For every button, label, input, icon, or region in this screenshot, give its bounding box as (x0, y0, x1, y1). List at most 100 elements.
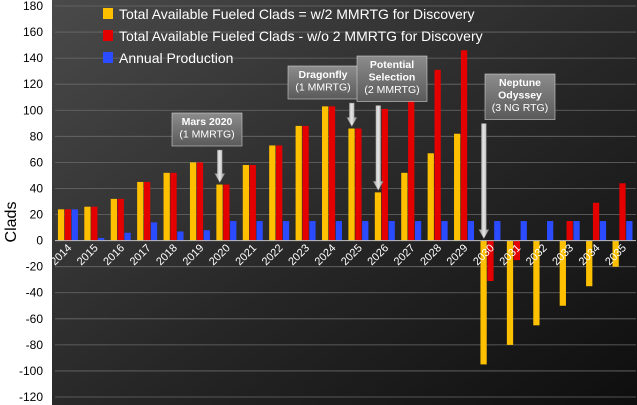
y-axis-label: Clads (3, 202, 20, 243)
annotation-arrow (372, 105, 384, 191)
y-tick-label: 60 (30, 155, 44, 169)
bar-2-2023 (302, 125, 309, 241)
bar-1-2022 (269, 145, 276, 241)
annotation-text: (2 MMRTG) (364, 84, 419, 96)
annotation-box (356, 55, 428, 102)
bar-3-2031 (520, 221, 527, 241)
bar-3-2022 (282, 221, 290, 241)
y-tick-label: 80 (30, 129, 44, 143)
bar-1-2028 (427, 153, 434, 241)
bar-2-2034 (592, 202, 600, 241)
bar-2-2029 (460, 50, 468, 241)
bar-3-2033 (573, 221, 580, 241)
y-tick-label: 100 (23, 103, 43, 117)
annotation-text: Selection (369, 72, 416, 84)
bar-1-2034 (586, 240, 593, 287)
annotation-text: (1 MMRTG) (179, 129, 234, 141)
y-tick-label: 180 (23, 0, 43, 13)
annotation-arrow (214, 149, 226, 184)
legend-swatch-1 (103, 8, 113, 19)
annotation-text: Potential (370, 59, 414, 71)
bar-1-2021 (242, 165, 250, 241)
bar-3-2015 (98, 237, 105, 241)
bar-2-2022 (276, 145, 283, 241)
bar-2-2030 (487, 240, 494, 281)
bar-1-2032 (533, 240, 540, 326)
y-tick-label: -60 (26, 312, 44, 326)
bar-3-2018 (177, 231, 184, 241)
bar-2-2027 (408, 89, 415, 241)
bar-1-2030 (480, 240, 487, 365)
y-tick-label: 0 (36, 234, 43, 248)
bar-1-2017 (137, 181, 144, 241)
annotation-arrow (346, 102, 358, 128)
bar-2-2017 (144, 181, 151, 241)
annotation-arrow (478, 123, 490, 240)
bar-1-2033 (559, 240, 566, 306)
bar-2-2035 (619, 183, 626, 241)
bar-3-2014 (71, 209, 78, 241)
annotation-text: Dragonfly (298, 69, 347, 81)
annotation-text: Mars 2020 (182, 116, 233, 128)
bar-2-2033 (566, 221, 573, 241)
annotation-text: (1 MMRTG) (295, 82, 350, 94)
annotation-text: Odyssey (498, 90, 542, 102)
y-tick-label: 160 (23, 25, 43, 39)
bar-1-2015 (84, 206, 91, 241)
y-tick-label: 20 (30, 208, 44, 222)
y-tick-label: 120 (23, 77, 43, 91)
legend-entry-1: Total Available Fueled Clads = w/2 MMRTG… (119, 6, 474, 22)
bar-3-2029 (467, 221, 475, 241)
bar-2-2028 (434, 69, 441, 241)
bar-3-2026 (388, 221, 395, 241)
bar-3-2021 (256, 221, 263, 241)
bar-1-2018 (163, 172, 170, 241)
bar-3-2027 (414, 221, 422, 241)
legend-swatch-2 (103, 30, 113, 41)
bar-1-2014 (57, 209, 65, 241)
bar-1-2027 (401, 172, 408, 241)
bar-2-2026 (381, 108, 388, 241)
bar-3-2034 (599, 221, 607, 241)
y-tick-label: -80 (26, 338, 44, 352)
bar-2-2015 (91, 206, 98, 241)
bar-3-2023 (309, 221, 316, 241)
bar-1-2019 (189, 162, 197, 241)
bar-2-2019 (196, 162, 204, 241)
annotation-box (171, 112, 243, 147)
legend-entry-3: Annual Production (119, 50, 233, 66)
bar-2-2031 (513, 240, 520, 261)
bar-3-2020 (230, 221, 237, 241)
bar-2-2016 (117, 198, 124, 241)
y-tick-label: -40 (26, 286, 44, 300)
bar-1-2035 (612, 240, 619, 267)
bar-1-2016 (110, 198, 117, 241)
bar-2-2024 (328, 106, 336, 241)
bar-3-2024 (335, 221, 342, 241)
annotation-box (287, 65, 359, 100)
bar-2-2025 (355, 128, 362, 241)
bar-2-2018 (170, 172, 177, 241)
bar-3-2017 (150, 222, 158, 241)
bar-1-2020 (216, 184, 223, 241)
bar-1-2025 (348, 128, 355, 241)
bar-3-2025 (362, 221, 369, 241)
bar-3-2019 (203, 230, 210, 241)
annotation-text: (3 NG RTG) (492, 102, 548, 114)
bar-2-2020 (223, 184, 230, 241)
bar-3-2028 (441, 221, 448, 241)
y-tick-label: -120 (19, 390, 43, 404)
y-tick-label: -20 (26, 260, 44, 274)
bar-1-2023 (295, 125, 302, 241)
bar-2-2021 (249, 165, 256, 241)
bar-3-2030 (494, 221, 501, 241)
legend-entry-2: Total Available Fueled Clads - w/o 2 MMR… (119, 28, 483, 44)
bar-3-2032 (547, 221, 554, 241)
y-tick-label: 40 (30, 181, 44, 195)
annotation-text: Neptune (499, 77, 541, 89)
bar-3-2016 (124, 232, 131, 241)
bar-1-2029 (454, 133, 461, 241)
y-tick-label: -100 (19, 364, 43, 378)
y-tick-label: 140 (23, 51, 43, 65)
